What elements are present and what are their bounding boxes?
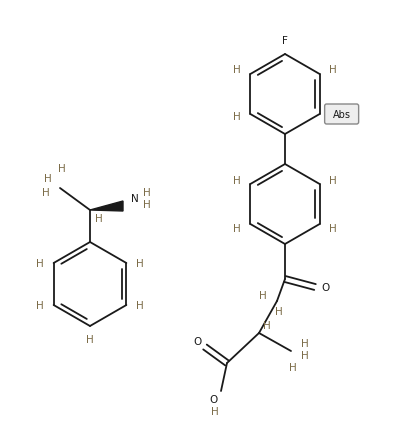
Text: H: H (36, 259, 43, 268)
Text: H: H (211, 406, 219, 416)
Text: H: H (86, 334, 94, 344)
Text: Abs: Abs (333, 110, 351, 120)
Text: H: H (233, 176, 241, 186)
Text: O: O (209, 394, 217, 404)
Text: H: H (137, 259, 144, 268)
Text: H: H (329, 176, 337, 186)
Text: F: F (282, 36, 288, 46)
Text: O: O (193, 336, 201, 346)
Text: H: H (44, 173, 52, 184)
Text: H: H (143, 199, 151, 210)
Text: H: H (301, 350, 309, 360)
Text: H: H (263, 320, 271, 330)
Text: H: H (275, 306, 283, 316)
Text: H: H (58, 164, 66, 173)
Text: H: H (289, 362, 297, 372)
Text: H: H (36, 300, 43, 310)
Text: H: H (329, 65, 337, 75)
Text: H: H (329, 224, 337, 233)
Text: O: O (321, 282, 329, 292)
Text: H: H (301, 338, 309, 348)
Text: H: H (259, 290, 267, 300)
Text: H: H (95, 213, 103, 224)
Text: H: H (233, 224, 241, 233)
FancyBboxPatch shape (325, 105, 359, 125)
Polygon shape (90, 201, 123, 211)
Text: H: H (233, 112, 241, 122)
Text: H: H (143, 187, 151, 198)
Text: N: N (131, 193, 139, 204)
Text: H: H (233, 65, 241, 75)
Text: H: H (42, 187, 50, 198)
Text: H: H (137, 300, 144, 310)
